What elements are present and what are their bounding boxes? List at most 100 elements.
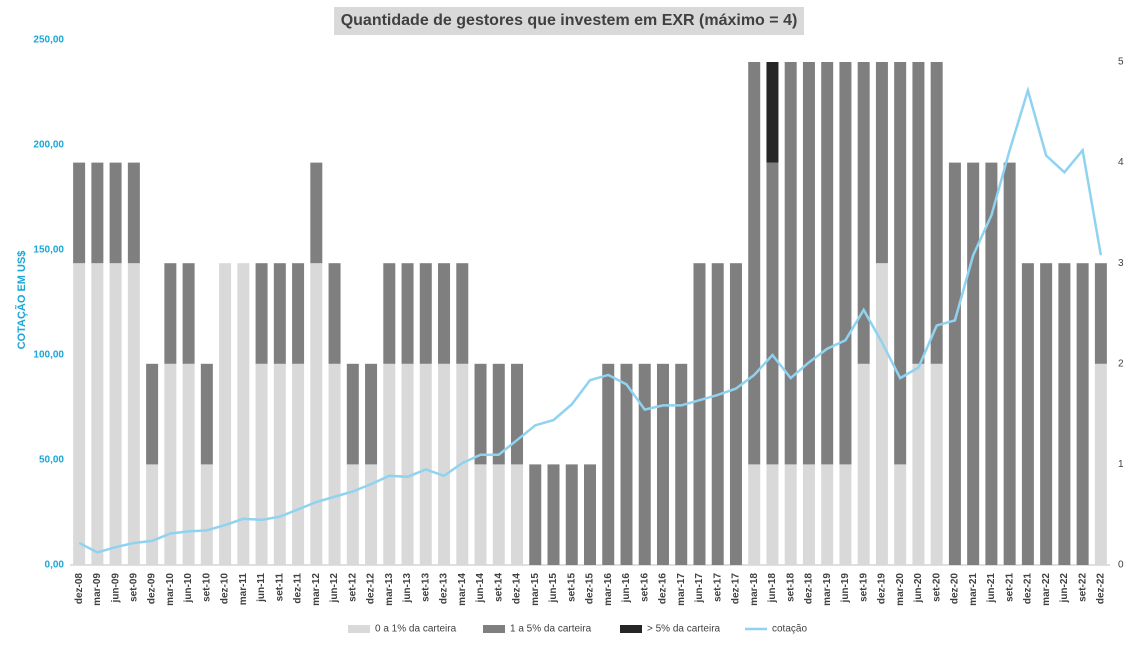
- bar: [200, 363, 213, 465]
- y-tick-label: 100,00: [33, 350, 64, 361]
- x-tick-label: set-15: [566, 573, 577, 602]
- bar: [748, 62, 761, 465]
- bar: [383, 263, 396, 364]
- bar: [912, 363, 925, 565]
- legend-swatch: [620, 625, 642, 633]
- x-tick-label: jun-16: [621, 573, 632, 604]
- x-tick-label: mar-09: [92, 573, 103, 606]
- x-tick-label: set-10: [201, 573, 212, 602]
- y-tick-label: 150,00: [33, 245, 64, 256]
- bar: [711, 263, 724, 565]
- bar: [73, 263, 86, 565]
- bar: [967, 162, 980, 565]
- x-tick-label: mar-10: [165, 573, 176, 606]
- bar: [438, 363, 451, 565]
- x-tick-label: dez-22: [1096, 573, 1107, 605]
- bar: [821, 62, 834, 465]
- bar: [894, 464, 907, 565]
- y-tick-label: 250,00: [33, 35, 64, 46]
- x-tick-label: dez-11: [293, 573, 304, 604]
- x-tick-label: dez-08: [74, 573, 85, 605]
- bar: [839, 464, 852, 565]
- bar: [675, 363, 688, 565]
- x-tick-label: set-09: [129, 573, 140, 602]
- x-tick-label: jun-10: [183, 573, 194, 604]
- legend-label: 0 a 1% da carteira: [375, 624, 457, 635]
- bar: [109, 162, 122, 264]
- x-tick-label: dez-19: [877, 573, 888, 605]
- x-tick-label: dez-12: [366, 573, 377, 605]
- x-tick-label: dez-14: [512, 573, 523, 605]
- bar: [802, 464, 815, 565]
- bar: [729, 263, 742, 565]
- bar: [365, 363, 378, 465]
- bar: [529, 464, 542, 565]
- bar: [164, 363, 177, 565]
- bar: [565, 464, 578, 565]
- x-tick-label: jun-11: [256, 573, 267, 603]
- x-tick-label: set-14: [493, 573, 504, 602]
- x-tick-label: set-11: [274, 573, 285, 602]
- x-tick-label: dez-15: [585, 573, 596, 605]
- bar: [766, 162, 779, 465]
- x-tick-label: jun-21: [986, 573, 997, 604]
- bar: [839, 62, 852, 465]
- bar: [310, 263, 323, 565]
- y-axis-label: COTAÇÃO EM US$: [15, 251, 28, 350]
- bar: [656, 363, 669, 565]
- bar: [784, 464, 797, 565]
- x-tick-label: jun-20: [913, 573, 924, 604]
- bar: [292, 363, 305, 565]
- bar: [638, 363, 651, 565]
- bar: [401, 263, 414, 364]
- x-tick-label: mar-15: [530, 573, 541, 606]
- bar: [365, 464, 378, 565]
- bar: [200, 464, 213, 565]
- bar: [219, 263, 232, 565]
- bar: [857, 363, 870, 565]
- bar: [821, 464, 834, 565]
- bar: [766, 464, 779, 565]
- legend-label: cotação: [772, 624, 807, 635]
- legend-label: 1 a 5% da carteira: [510, 624, 592, 635]
- bar: [1021, 263, 1034, 565]
- x-tick-label: mar-11: [238, 573, 249, 606]
- y2-tick-label: 3: [1118, 258, 1124, 269]
- bar: [748, 464, 761, 565]
- bar: [875, 263, 888, 565]
- x-tick-label: mar-22: [1041, 573, 1052, 606]
- x-tick-label: mar-21: [968, 573, 979, 606]
- x-tick-label: dez-20: [950, 573, 961, 605]
- y-tick-label: 0,00: [45, 560, 65, 571]
- bar: [1076, 263, 1089, 565]
- bar: [237, 263, 250, 565]
- x-tick-label: set-16: [639, 573, 650, 602]
- x-tick-label: dez-10: [220, 573, 231, 605]
- x-tick-label: mar-20: [895, 573, 906, 606]
- y2-tick-label: 4: [1118, 157, 1124, 168]
- bar: [492, 464, 505, 565]
- x-tick-label: jun-09: [110, 573, 121, 604]
- bar: [419, 263, 432, 364]
- bar: [273, 363, 286, 565]
- x-tick-label: jun-13: [402, 573, 413, 604]
- bar: [146, 363, 159, 465]
- x-tick-label: jun-22: [1059, 573, 1070, 604]
- bar: [1003, 162, 1016, 565]
- bar: [456, 263, 469, 364]
- y2-tick-label: 1: [1118, 459, 1124, 470]
- bar: [273, 263, 286, 364]
- bar: [930, 62, 943, 364]
- bar: [91, 162, 104, 264]
- x-tick-label: jun-17: [694, 573, 705, 604]
- bar: [511, 363, 524, 465]
- bar: [875, 62, 888, 264]
- y-tick-label: 50,00: [39, 455, 64, 466]
- bar: [419, 363, 432, 565]
- bar: [948, 162, 961, 565]
- bar: [474, 363, 487, 465]
- bar: [1094, 363, 1107, 565]
- legend-swatch: [483, 625, 505, 633]
- bar: [766, 62, 779, 163]
- line: [78, 85, 1103, 554]
